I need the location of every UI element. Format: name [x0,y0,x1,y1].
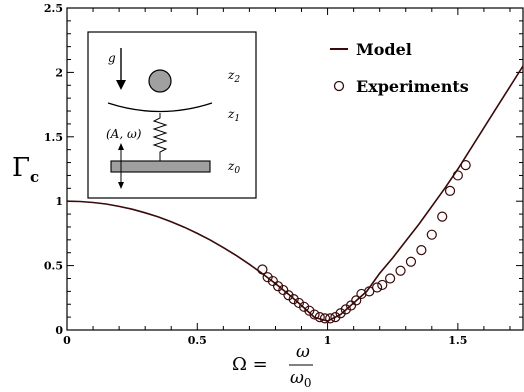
experiment-point [267,275,278,287]
legend-experiments-swatch [333,80,345,92]
inset-diagram: g (A, ω) z2 z1 z0 [87,31,257,199]
upper-plate [107,102,213,113]
experiment-point [444,185,456,196]
x-axis-label: Ω = ω ω0 [232,342,313,390]
y-tick-label: 1.5 [44,131,63,144]
z1-label: z1 [227,107,240,124]
experiment-point [299,301,310,312]
y-tick-label: 0 [55,324,63,337]
spring [152,113,168,161]
x-axis-label-numerator: ω [296,342,310,362]
experiment-point [330,312,341,323]
x-axis-label-denominator: ω0 [290,368,312,390]
y-axis-label: Γc [12,153,39,186]
experiments-markers [257,160,471,324]
experiment-point [288,293,299,305]
experiment-point [272,281,284,292]
experiment-point [395,265,406,276]
experiment-point [314,312,325,323]
axis-ticks [66,7,523,331]
experiment-point [416,245,427,256]
y-tick-label: 2 [55,66,63,79]
experiment-point [452,170,463,181]
x-axis-label-prefix: Ω = [232,354,268,375]
experiment-point [319,313,331,324]
ball [148,69,172,93]
experiment-point [426,229,437,240]
axis-tick-labels: 0 0.5 1 1.5 0 0.5 1 1.5 2 2.5 [44,2,468,347]
experiment-point [340,304,351,315]
y-tick-label: 1 [55,195,63,208]
experiment-point [345,300,357,311]
base-plate [110,160,211,173]
experiment-point [309,309,320,320]
experiment-point [283,290,294,301]
experiment-point [371,282,383,293]
z2-label: z2 [227,68,240,85]
gravity-arrowhead [116,80,126,90]
experiment-point [278,284,289,296]
experiment-point [293,297,305,309]
experiment-point [460,160,471,171]
experiment-point [377,279,388,291]
experiment-point [304,305,315,316]
legend-experiments-label: Experiments [356,77,469,96]
x-tick-label: 0.5 [188,334,207,347]
y-tick-label: 0.5 [44,260,63,273]
gravity-label: g [108,51,116,65]
experiment-point [437,211,448,222]
x-tick-label: 0 [63,334,71,347]
experiment-point [325,313,336,324]
x-tick-label: 1 [324,334,332,347]
z0-label: z0 [227,159,240,176]
experiment-point [262,272,273,283]
plot-frame [66,7,524,331]
oscillation-arrowhead-up [118,143,124,150]
experiment-point [335,308,346,319]
y-tick-label: 2.5 [44,2,63,15]
legend: Model Experiments [330,40,469,96]
oscillation-arrowhead-down [118,182,124,189]
experiment-point [257,264,268,275]
experiment-point [385,273,396,284]
experiment-point [351,295,362,306]
experiment-point [405,256,417,267]
x-tick-label: 1.5 [448,334,467,347]
amplitude-label: (A, ω) [106,127,142,141]
legend-model-label: Model [356,40,412,59]
